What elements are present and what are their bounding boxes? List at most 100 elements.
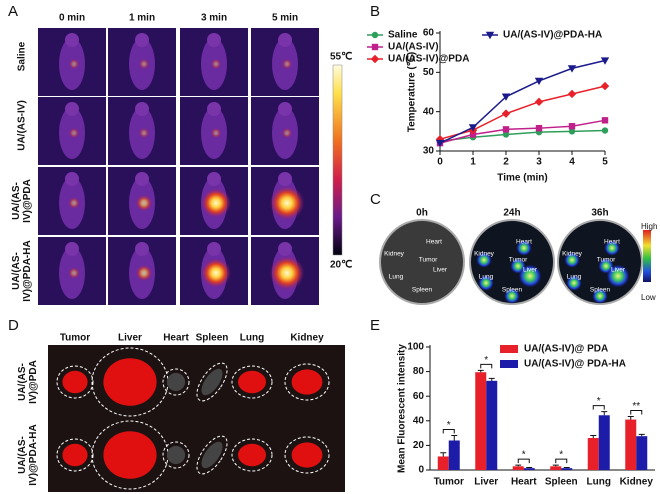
x-tick-label: Lung [587,477,611,488]
row-label: UA/(AS-IV)@PDA-HA [11,240,33,302]
heat-spot [210,127,222,139]
legend-label: Saline [388,30,418,41]
scale-high: High [641,222,657,231]
fluorescence-spot [564,252,580,268]
organ-header: Kidney [290,333,324,344]
error-bar [627,415,634,420]
marker [501,109,511,118]
organ [291,442,323,468]
organ-label: Liver [523,267,538,274]
organ-label: Tumor [597,257,616,264]
y-tick-label: 80 [413,366,425,377]
fluorescence-spot [476,252,492,268]
marker [534,97,544,107]
series-line [439,85,606,140]
organ [201,441,223,469]
time-label: 0h [416,208,428,219]
organ-outline [196,362,228,402]
fluorescence-spot [518,264,542,288]
mouse-head [135,172,149,186]
organ-outline [284,363,330,401]
legend-label: UA/(AS-IV)@PDA-HA [503,30,602,41]
bar [598,415,610,470]
organ [166,372,186,392]
organ [103,358,157,406]
fluorescence-spot [592,288,608,304]
marker [568,128,576,135]
y-tick-label: 60 [423,28,435,39]
mouse-head [207,242,221,256]
column-label: 0 min [59,13,85,24]
marker [501,93,511,101]
significance-bracket [480,363,493,369]
y-tick-label: 40 [413,415,425,426]
bar [636,436,648,470]
heat-spot [138,127,150,139]
organ-label: Lung [389,274,404,281]
mouse-head [135,33,149,47]
panel-label: B [370,3,380,20]
x-tick-label: Spleen [545,477,578,488]
error-bar [488,377,495,381]
significance-label: * [522,450,526,461]
organ-outline [284,436,330,474]
dish [379,219,465,305]
fluorescence-spot [566,275,582,291]
marker [502,131,510,138]
panel-label: D [8,317,19,334]
legend-label: UA/(AS-IV)@PDA [388,54,469,65]
organ-label: Tumor [419,257,438,264]
mouse-head [278,33,292,47]
fluorescence-spot [478,275,494,291]
organ-header: Spleen [196,333,229,344]
legend-marker [371,43,379,51]
organ-label: Heart [604,239,620,246]
organ-outline [231,438,273,472]
organ [166,445,186,465]
error-bar [440,452,447,457]
organ-outline [162,368,190,396]
row-label: Saline [16,41,28,72]
error-bar [477,369,484,373]
x-tick-label: 2 [503,157,509,168]
x-tick-label: 4 [569,157,575,168]
marker [601,117,609,124]
heat-spot [68,197,80,209]
bar [523,468,535,470]
heat-spot [269,255,305,291]
fluorescence-spot [516,240,532,256]
row-label: UA/(AS-IV)@PDA [11,179,33,223]
y-tick-label: 100 [407,342,424,353]
bar [625,419,637,470]
organ-outline [56,438,94,472]
mouse-head [65,33,79,47]
row-label: UA/(AS-IV)@PDA-HA [17,424,39,486]
organ-header: Liver [118,333,142,344]
x-tick-label: 0 [437,157,443,168]
significance-bracket [555,458,568,464]
organ-label: Liver [433,267,448,274]
ex-vivo-image [48,345,345,492]
bar [448,440,460,470]
bar [486,380,498,470]
heat-spot [281,127,293,139]
marker [567,65,577,73]
organ-label: Kidney [384,251,405,258]
x-tick-label: Liver [474,477,498,488]
organ-outline [56,365,94,399]
organ-label: Spleen [412,287,433,294]
bar [437,456,449,470]
heat-spot [210,58,222,70]
time-label: 36h [591,208,608,219]
organ [238,370,266,394]
marker [534,77,544,86]
organ-label: Spleen [502,287,523,294]
fluorescence-spot [504,288,520,304]
x-tick-label: Kidney [620,477,654,488]
x-tick-label: 5 [602,157,608,168]
column-label: 5 min [272,13,298,24]
marker [469,131,477,138]
marker [568,123,576,130]
heat-spot [135,264,153,282]
